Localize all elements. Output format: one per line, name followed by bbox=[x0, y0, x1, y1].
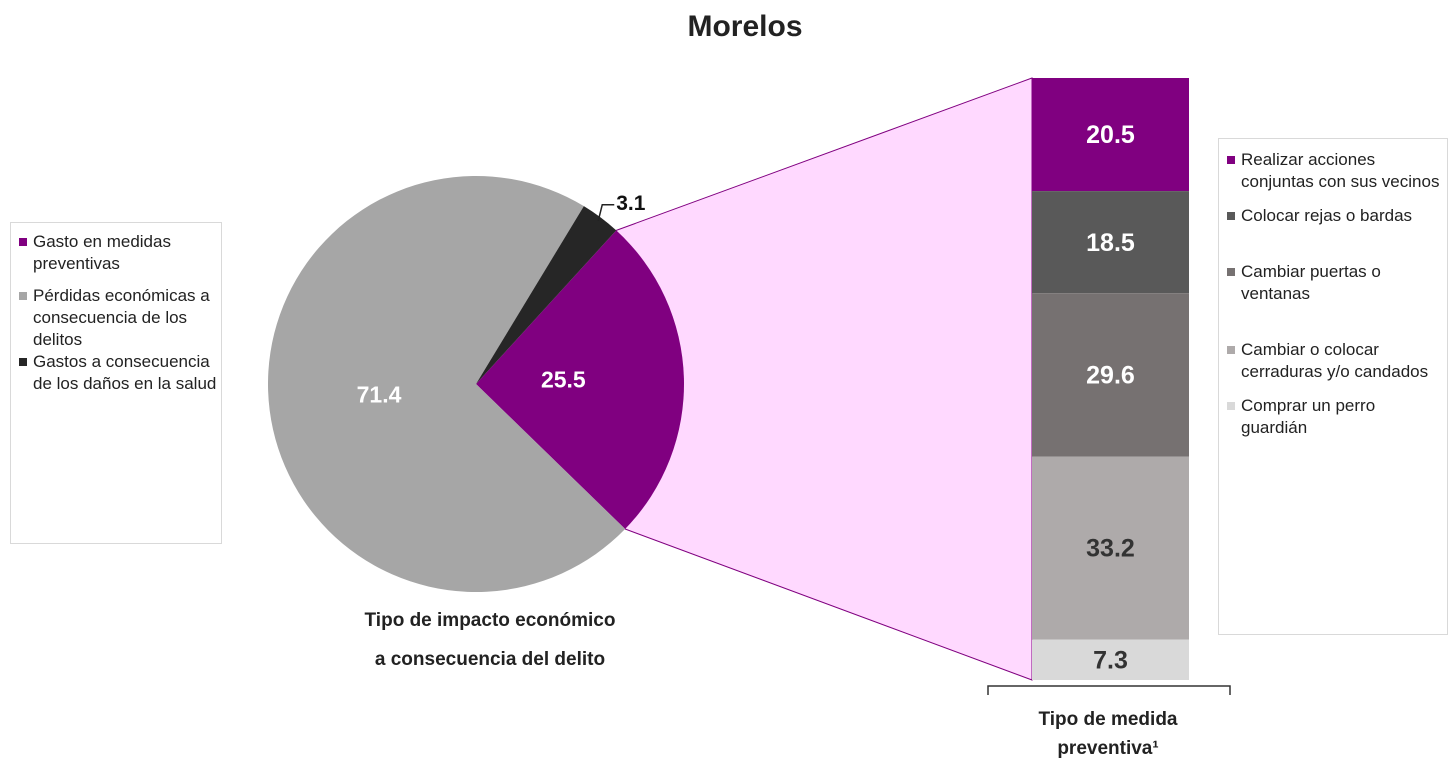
bar-segment bbox=[1032, 639, 1189, 680]
data-label: 29.6 bbox=[1086, 361, 1135, 389]
data-label: 3.1 bbox=[616, 192, 646, 215]
legend-item: Comprar un perro guardián bbox=[1225, 395, 1443, 439]
legend-swatch bbox=[19, 292, 27, 300]
data-label: 7.3 bbox=[1093, 646, 1128, 674]
pie-slice bbox=[476, 206, 617, 384]
data-label: 25.5 bbox=[541, 366, 586, 392]
bar-segment bbox=[1032, 293, 1189, 457]
bar-segment bbox=[1032, 456, 1189, 640]
legend-swatch bbox=[19, 238, 27, 246]
legend-item: Pérdidas económicas a consecuencia de lo… bbox=[17, 285, 217, 351]
data-label: 71.4 bbox=[357, 381, 402, 407]
legend-label: Realizar acciones conjuntas con sus veci… bbox=[1241, 150, 1440, 191]
pie-caption: Tipo de impacto económico bbox=[365, 610, 616, 631]
legend-item: Gastos a consecuencia de los daños en la… bbox=[17, 351, 217, 395]
legend-item: Colocar rejas o bardas bbox=[1225, 205, 1443, 227]
legend-item: Gasto en medidas preventivas bbox=[17, 231, 217, 275]
bar-segment bbox=[1032, 78, 1189, 192]
bar-caption: preventiva¹ bbox=[1057, 738, 1158, 759]
legend-label: Gasto en medidas preventivas bbox=[33, 232, 171, 273]
legend-item: Cambiar o colocar cerraduras y/o candado… bbox=[1225, 339, 1443, 383]
data-label: 20.5 bbox=[1086, 121, 1135, 149]
leader-line bbox=[597, 203, 615, 221]
legend-swatch bbox=[1227, 402, 1235, 410]
legend-swatch bbox=[19, 358, 27, 366]
legend-label: Colocar rejas o bardas bbox=[1241, 206, 1413, 225]
legend-label: Pérdidas económicas a consecuencia de lo… bbox=[33, 286, 210, 349]
legend-label: Cambiar o colocar cerraduras y/o candado… bbox=[1241, 340, 1429, 381]
chart-title: Morelos bbox=[687, 10, 802, 43]
legend-item: Realizar acciones conjuntas con sus veci… bbox=[1225, 149, 1443, 193]
bracket bbox=[987, 685, 1231, 695]
pie-slice bbox=[268, 176, 626, 592]
pie-slice bbox=[476, 230, 684, 530]
legend-swatch bbox=[1227, 212, 1235, 220]
legend: Gasto en medidas preventivas Pérdidas eco… bbox=[10, 222, 222, 544]
bar-segment bbox=[1032, 191, 1189, 294]
legend-label: Cambiar puertas o ventanas bbox=[1241, 262, 1381, 303]
pie-caption: a consecuencia del delito bbox=[375, 649, 605, 670]
data-label: 33.2 bbox=[1086, 535, 1135, 563]
legend-label: Gastos a consecuencia de los daños en la… bbox=[33, 352, 217, 393]
legend: Realizar acciones conjuntas con sus veci… bbox=[1218, 138, 1448, 635]
legend-swatch bbox=[1227, 268, 1235, 276]
legend-item: Cambiar puertas o ventanas bbox=[1225, 261, 1443, 305]
data-label: 18.5 bbox=[1086, 229, 1135, 257]
legend-label: Comprar un perro guardián bbox=[1241, 396, 1376, 437]
legend-swatch bbox=[1227, 156, 1235, 164]
bar-caption: Tipo de medida bbox=[1038, 709, 1177, 730]
legend-swatch bbox=[1227, 346, 1235, 354]
